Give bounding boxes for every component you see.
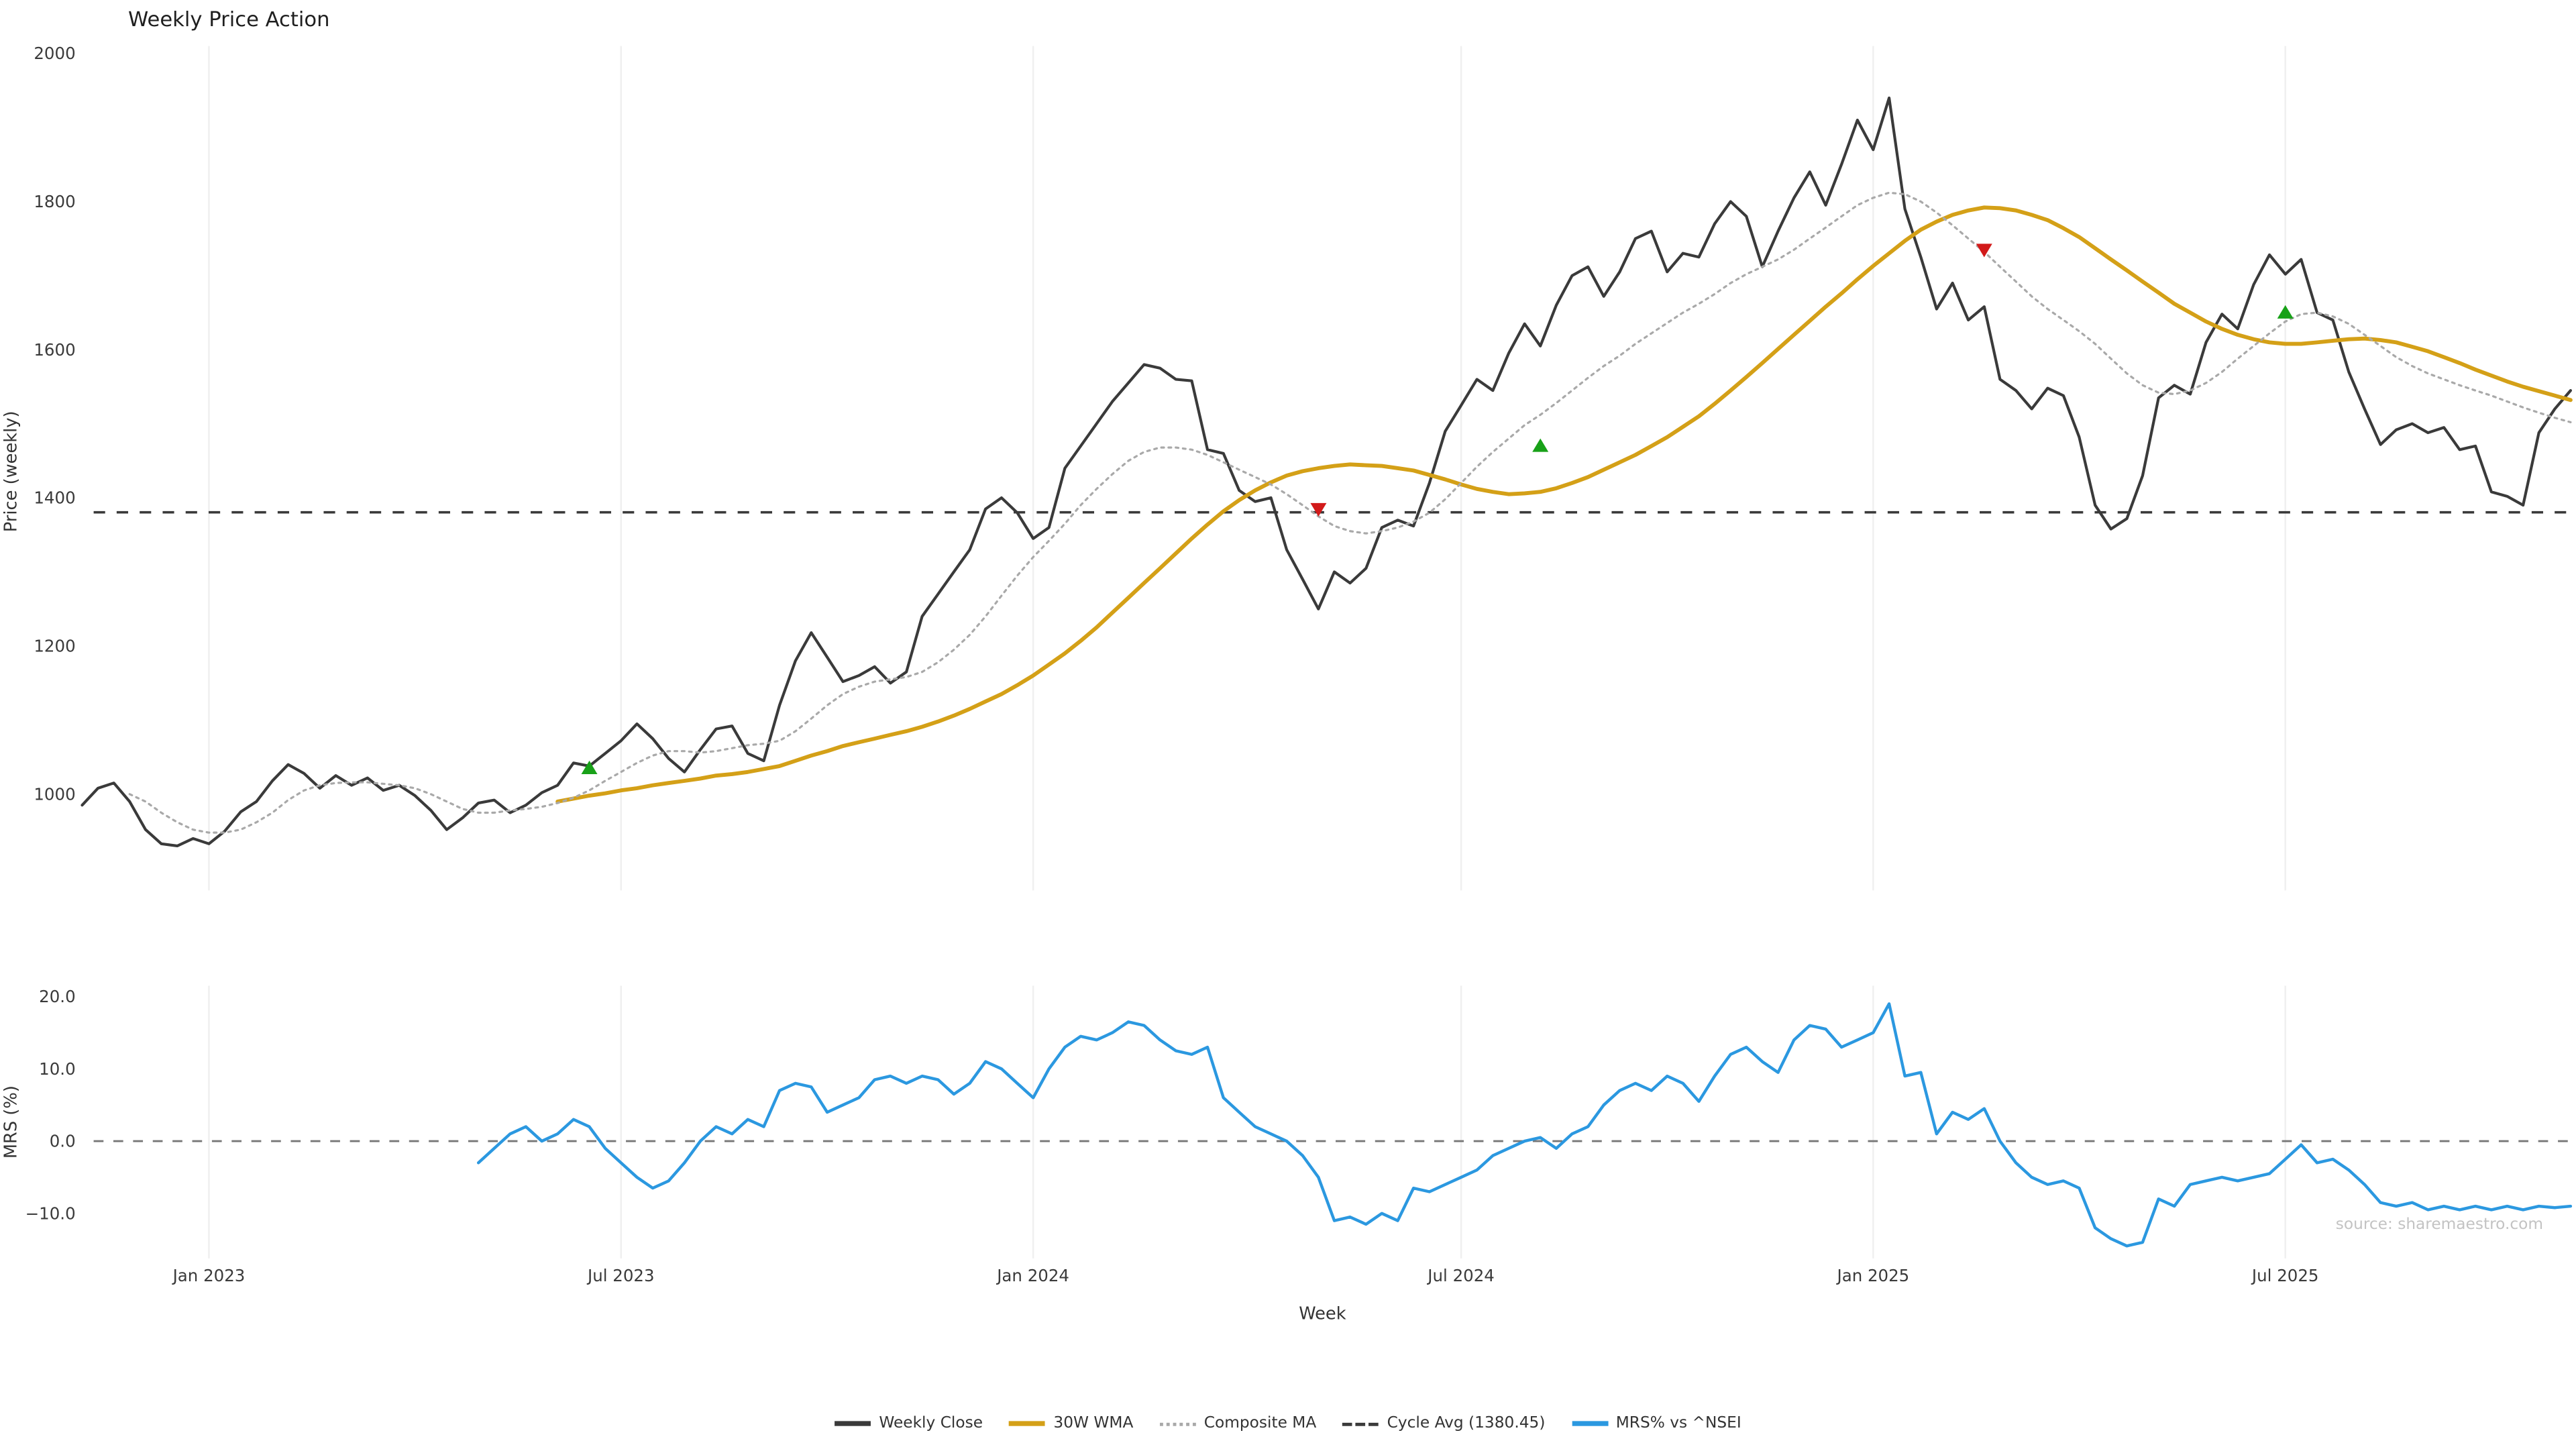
- mrs-vs-nsei-line: [476, 1002, 2573, 1248]
- legend-item-cycle-avg-1380-45: Cycle Avg (1380.45): [1342, 1415, 1545, 1433]
- legend-item-mrs-vs-nsei: MRS% vs ^NSEI: [1571, 1414, 1741, 1433]
- legend-item-weekly-close: Weekly Close: [835, 1415, 983, 1433]
- buy-marker: [581, 760, 598, 774]
- mrs-y-tick-label: 20.0: [39, 987, 75, 1006]
- legend-swatch-solid: [1009, 1421, 1046, 1426]
- x-tick-label: Jan 2024: [996, 1266, 1069, 1285]
- price-y-tick-label: 1800: [34, 192, 75, 211]
- buy-marker: [2277, 305, 2294, 319]
- sell-marker: [1976, 244, 1992, 258]
- legend-item-30w-wma: 30W WMA: [1009, 1415, 1133, 1433]
- legend: Weekly Close 30W WMA Composite MA Cycle Avg…: [0, 1415, 2576, 1433]
- legend-swatch-dashed: [1342, 1421, 1379, 1426]
- x-tick-label: Jul 2025: [2251, 1266, 2319, 1285]
- tick-layer: Jan 2023 Jul 2023 Jan 2024 Jul 2024 Jan 2025…: [25, 44, 2319, 1285]
- legend-swatch-solid: [835, 1421, 871, 1426]
- x-tick-label: Jul 2023: [586, 1266, 655, 1285]
- x-tick-label: Jan 2023: [172, 1266, 246, 1285]
- weekly-close-line: [80, 96, 2573, 848]
- source-watermark: source: sharemaestro.com: [2336, 1215, 2543, 1233]
- mrs-y-tick-label: 0.0: [50, 1132, 76, 1151]
- price-y-axis-label: Price (weekly): [1, 411, 21, 532]
- price-y-tick-label: 1400: [34, 488, 75, 508]
- marker-layer: [581, 244, 2294, 774]
- 30w-wma-line: [555, 205, 2573, 804]
- composite-ma-line: [128, 191, 2572, 834]
- chart-title: Weekly Price Action: [128, 8, 329, 32]
- legend-label: MRS% vs ^NSEI: [1615, 1414, 1741, 1433]
- x-tick-label: Jan 2025: [1835, 1266, 1909, 1285]
- price-y-tick-label: 1000: [34, 784, 75, 804]
- series-layer: [80, 96, 2576, 1248]
- sell-marker: [1310, 502, 1327, 517]
- legend-item-composite-ma: Composite MA: [1159, 1414, 1317, 1433]
- grid-layer: [208, 46, 2286, 1258]
- mrs-y-tick-label: −10.0: [25, 1203, 76, 1223]
- price-y-tick-label: 1600: [34, 340, 75, 360]
- legend-label: Weekly Close: [879, 1414, 983, 1433]
- legend-label: 30W WMA: [1053, 1414, 1134, 1433]
- x-axis-label: Week: [1299, 1304, 1346, 1324]
- mrs-y-axis-label: MRS (%): [1, 1085, 21, 1159]
- x-tick-label: Jul 2024: [1426, 1266, 1495, 1285]
- price-y-tick-label: 1200: [34, 637, 75, 656]
- legend-label: Cycle Avg (1380.45): [1387, 1414, 1546, 1433]
- legend-label: Composite MA: [1203, 1414, 1317, 1433]
- legend-swatch-dotted: [1159, 1421, 1196, 1426]
- buy-marker: [1532, 438, 1549, 452]
- mrs-y-tick-label: 10.0: [39, 1059, 75, 1079]
- legend-swatch-solid: [1571, 1421, 1608, 1426]
- price-y-tick-label: 2000: [34, 44, 75, 63]
